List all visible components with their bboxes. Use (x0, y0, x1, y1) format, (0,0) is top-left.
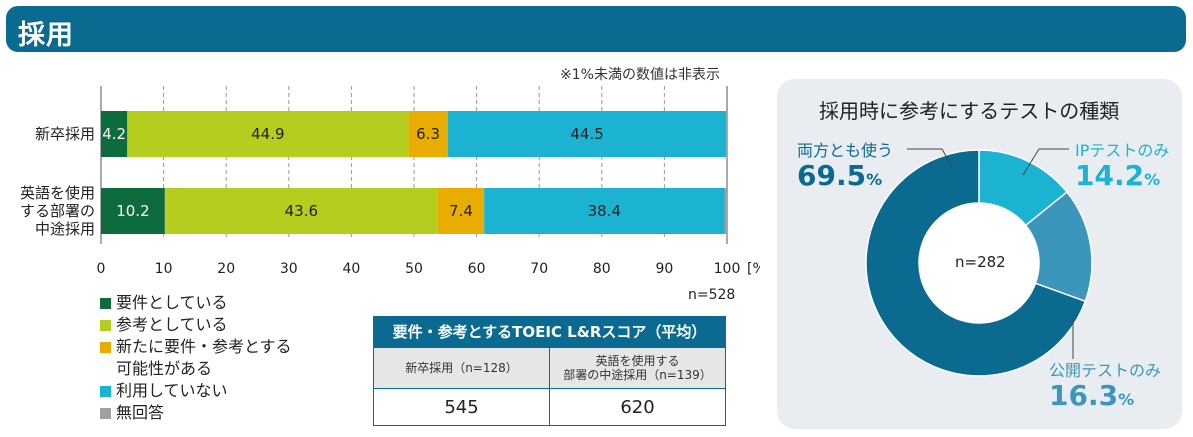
donut-pct-public: 16.3% (1049, 379, 1135, 412)
donut-title: 採用時に参考にするテストの種類 (819, 99, 1120, 123)
legend-swatch (100, 408, 111, 419)
x-unit-label: [%] (747, 261, 760, 277)
bar-segment (127, 111, 409, 157)
donut-pct-both: 69.5% (797, 159, 883, 192)
legend-swatch (100, 298, 111, 309)
bar-value-label: 7.4 (449, 202, 473, 220)
bar-value-label: 6.3 (416, 125, 440, 143)
legend-swatch (100, 320, 111, 331)
leader-line (1022, 148, 1069, 176)
legend-label: 要件としている (116, 293, 228, 312)
legend-item: 無回答 (100, 402, 292, 424)
bar-segment (101, 111, 128, 157)
legend-label: 参考としている (116, 315, 228, 334)
category-label: 英語を使用する部署の中途採用 (20, 184, 95, 238)
bar-segment (447, 111, 727, 157)
score-value-new-grad: 545 (444, 396, 479, 418)
bar-segment (408, 111, 448, 157)
donut-panel: 採用時に参考にするテストの種類 n=282 両方とも使う 69.5% IPテスト… (777, 79, 1182, 429)
x-tick-label: 30 (280, 261, 298, 277)
x-tick-label: 100 (714, 261, 741, 277)
bar-value-label: 44.9 (251, 125, 284, 143)
bar-value-label: 38.4 (588, 202, 621, 220)
x-tick-label: 60 (468, 261, 486, 277)
legend-swatch (100, 342, 111, 353)
leader-line (907, 148, 953, 168)
bar-segment (724, 188, 727, 234)
bar-segment (164, 188, 438, 234)
x-tick-label: 90 (655, 261, 673, 277)
donut-label-public: 公開テストのみ (1049, 361, 1162, 380)
x-tick-label: 80 (593, 261, 611, 277)
section-header: 採用 (6, 6, 1186, 52)
bar-segment (484, 188, 725, 234)
x-tick-label: 10 (155, 261, 173, 277)
legend-label: 利用していない (116, 381, 228, 400)
legend-label: 無回答 (116, 403, 165, 422)
x-tick-label: 70 (530, 261, 548, 277)
score-value-mid-career: 620 (549, 389, 725, 425)
legend-item: 要件としている (100, 292, 292, 314)
score-header-mid-career: 英語を使用する 部署の中途採用（n=139） (549, 348, 725, 388)
score-header-new-grad: 新卒採用（n=128） (374, 348, 549, 388)
legend-swatch (100, 386, 111, 397)
stacked-bar-chart: 0 10 20 30 40 50 60 70 80 90 100 [%] 新卒採用英語を使用する部署の中… (20, 86, 760, 277)
x-tick-label: 0 (97, 261, 106, 277)
bar-legend: 要件としている 参考としている新たに要件・参考とする 可能性がある利用していない無… (100, 292, 292, 424)
x-tick-label: 50 (405, 261, 423, 277)
donut-hole (919, 203, 1039, 323)
legend-item: 参考としている (100, 314, 292, 336)
donut-chart (865, 148, 1093, 377)
bar-segment (726, 111, 727, 157)
score-table: 要件・参考とするTOEIC L&Rスコア（平均） 新卒採用（n=128） 英語を… (373, 316, 726, 426)
donut-label-both: 両方とも使う (797, 141, 894, 160)
donut-label-ip: IPテストのみ (1075, 141, 1170, 160)
bar-value-label: 10.2 (116, 202, 149, 220)
bar-value-label: 44.5 (570, 125, 603, 143)
legend-item: 利用していない (100, 380, 292, 402)
donut-pct-ip: 14.2% (1075, 159, 1161, 192)
section-title: 採用 (18, 20, 74, 51)
category-label: 新卒採用 (35, 125, 95, 143)
sample-size-label: n=528 (688, 287, 736, 303)
legend-label: 新たに要件・参考とする 可能性がある (116, 337, 292, 378)
legend-item: 新たに要件・参考とする 可能性がある (100, 336, 292, 380)
donut-center-label: n=282 (955, 253, 1006, 271)
x-tick-label: 40 (342, 261, 360, 277)
score-table-title: 要件・参考とするTOEIC L&Rスコア（平均） (373, 316, 726, 348)
chart-note: ※1%未満の数値は非表示 (560, 67, 720, 83)
x-tick-label: 20 (217, 261, 235, 277)
bar-segment (437, 188, 485, 234)
bar-segment (101, 188, 165, 234)
bar-value-label: 4.2 (102, 125, 126, 143)
bar-value-label: 43.6 (285, 202, 318, 220)
